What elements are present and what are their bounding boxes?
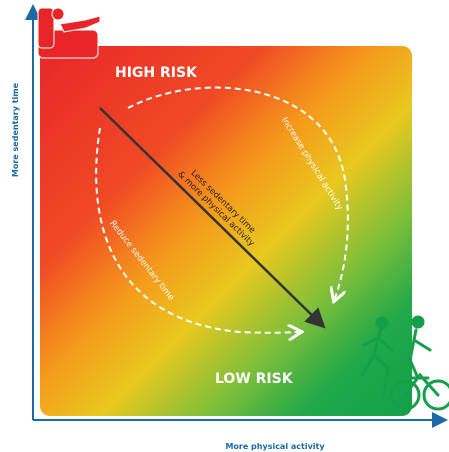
x-axis-label: More physical activity (225, 442, 325, 451)
low-risk-label: LOW RISK (215, 371, 294, 387)
high-risk-label: HIGH RISK (115, 65, 198, 81)
sedentary-icon (38, 8, 100, 58)
y-axis-label: More sedentary time (11, 82, 20, 177)
diagram: More sedentary time More physical activi… (0, 0, 449, 452)
